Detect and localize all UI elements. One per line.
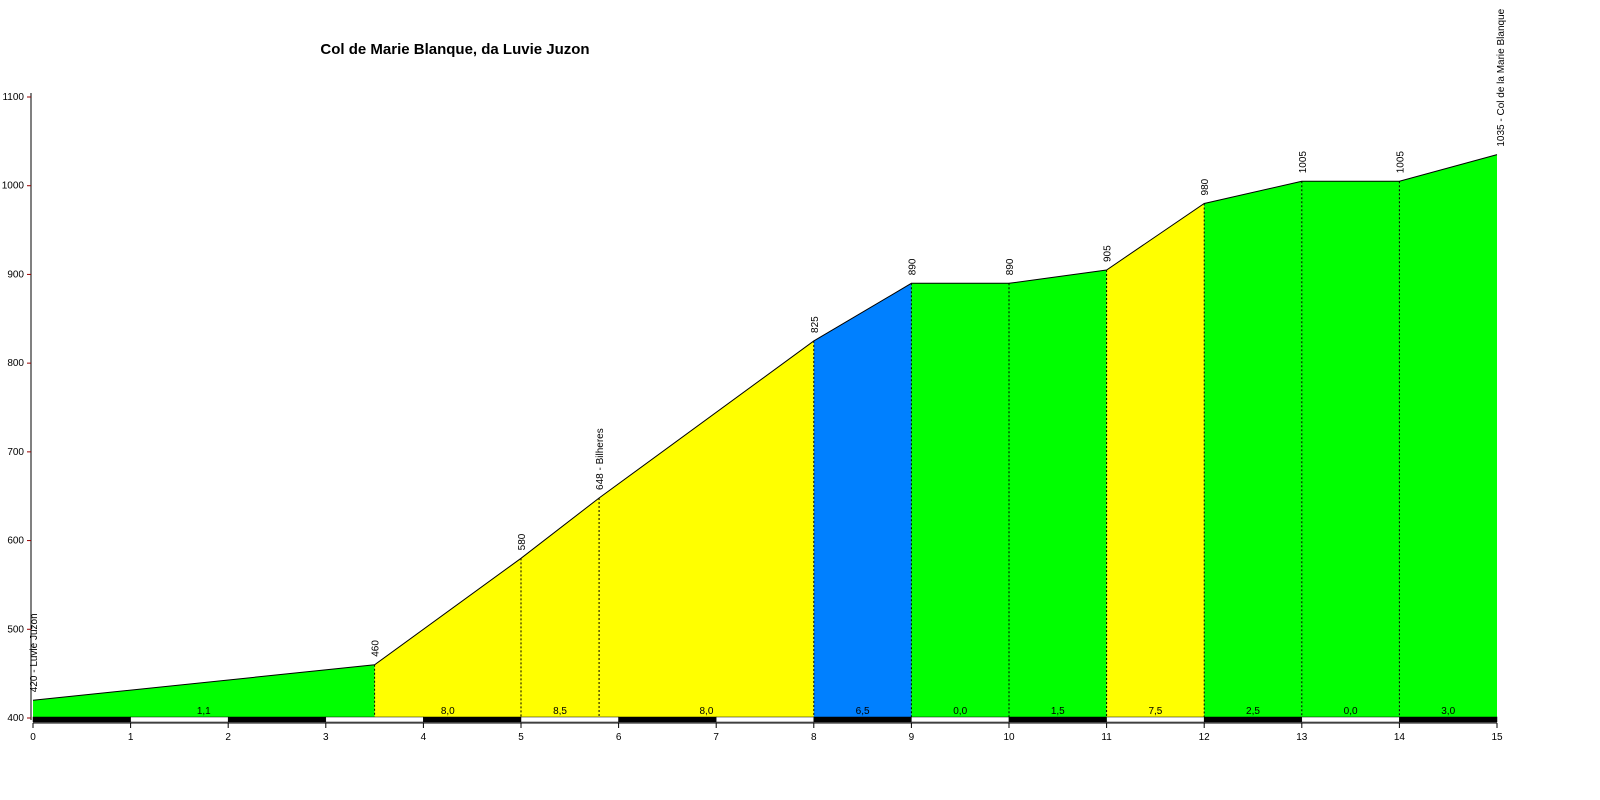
km-bar-cell: [1203, 716, 1303, 723]
km-bar-cell: [1008, 716, 1107, 723]
y-tick-label: 500: [7, 624, 24, 635]
x-tick-label: 14: [1394, 732, 1406, 743]
elevation-point-labels: 420 - Luvie Juzon 460 580 648 - Bilheres 825…: [29, 8, 1507, 692]
elevation-point-label: 580: [517, 533, 528, 550]
segment-area: [813, 283, 912, 718]
x-tick-label: 4: [421, 732, 427, 743]
km-bar-cell: [715, 716, 815, 723]
x-tick-label: 2: [225, 732, 231, 743]
segment-dividers: [374, 181, 1400, 718]
segment-area: [521, 497, 600, 718]
y-tick-label: 900: [7, 269, 24, 280]
elevation-point-label: 890: [907, 258, 918, 275]
km-bar-cell: [1399, 716, 1498, 723]
x-tick-label: 6: [616, 732, 622, 743]
y-tick-label: 1000: [2, 181, 25, 192]
km-bar-cell: [618, 716, 717, 723]
x-tick-label: 11: [1101, 732, 1112, 743]
segment-area: [33, 664, 375, 718]
segment-area: [374, 558, 521, 718]
km-bar-cell: [520, 716, 619, 723]
y-tick-label: 400: [7, 713, 24, 724]
km-bar-cell: [423, 716, 522, 723]
elevation-point-label: 980: [1200, 178, 1211, 195]
km-bar-cell: [32, 716, 131, 723]
x-tick-label: 1: [128, 732, 134, 743]
segment-area: [1204, 181, 1302, 718]
segment-area: [1399, 154, 1497, 718]
kilometer-bar: [32, 716, 1498, 723]
elevation-point-label: 648 - Bilheres: [595, 428, 606, 490]
elevation-point-label: 1005: [1395, 151, 1406, 174]
grade-label: 6,5: [856, 706, 870, 717]
x-tick-label: 8: [811, 732, 817, 743]
elevation-point-label: 1005: [1298, 151, 1309, 174]
x-tick-label: 9: [909, 732, 915, 743]
y-tick-label: 700: [7, 447, 24, 458]
elevation-point-label: 460: [371, 640, 382, 657]
elevation-point-label: 890: [1005, 258, 1016, 275]
y-tick-label: 800: [7, 358, 24, 369]
x-tick-label: 7: [713, 732, 719, 743]
km-bar-cell: [813, 716, 912, 723]
elevation-point-label: 905: [1103, 245, 1114, 262]
segment-area: [1301, 181, 1400, 718]
x-tick-label: 0: [30, 732, 36, 743]
grade-label: 1,5: [1051, 706, 1065, 717]
grade-label: 0,0: [953, 706, 967, 717]
segment-area: [599, 340, 814, 718]
km-bar-cell: [911, 716, 1010, 723]
grade-label: 0,0: [1344, 706, 1358, 717]
segment-area: [911, 283, 1009, 718]
km-bar-cell: [227, 716, 327, 723]
chart-title: Col de Marie Blanque, da Luvie Juzon: [320, 41, 589, 58]
grade-label: 8,0: [699, 706, 713, 717]
km-bar-cell: [325, 716, 424, 723]
x-tick-label: 10: [1003, 732, 1015, 743]
elevation-point-label: 1035 - Col de la Marie Blanque: [1496, 8, 1507, 146]
segment-area: [1009, 269, 1107, 718]
km-bar-cell: [130, 716, 229, 723]
grade-label: 8,0: [441, 706, 455, 717]
y-tick-label: 600: [7, 536, 24, 547]
km-bar-cell: [1106, 716, 1205, 723]
grade-label: 8,5: [553, 706, 567, 717]
grade-labels: 1,1 8,0 8,5 8,0 6,5 0,0 1,5 7,5 2,5 0,0 3,0: [197, 706, 1456, 717]
grade-label: 2,5: [1246, 706, 1260, 717]
elevation-point-label: 825: [810, 316, 821, 333]
km-bar-cell: [1301, 716, 1400, 723]
y-tick-label: 1100: [2, 92, 24, 103]
grade-label: 7,5: [1148, 706, 1162, 717]
x-tick-label: 3: [323, 732, 329, 743]
grade-label: 1,1: [197, 706, 211, 717]
segment-area: [1106, 203, 1205, 718]
elevation-point-label: 420 - Luvie Juzon: [29, 613, 40, 692]
grade-label: 3,0: [1441, 706, 1455, 717]
x-tick-label: 13: [1296, 732, 1308, 743]
profile-line: [32, 154, 1498, 701]
x-tick-label: 12: [1199, 732, 1211, 743]
x-tick-label: 5: [518, 732, 524, 743]
profile-areas: [33, 154, 1497, 718]
x-tick-label: 15: [1491, 732, 1503, 743]
